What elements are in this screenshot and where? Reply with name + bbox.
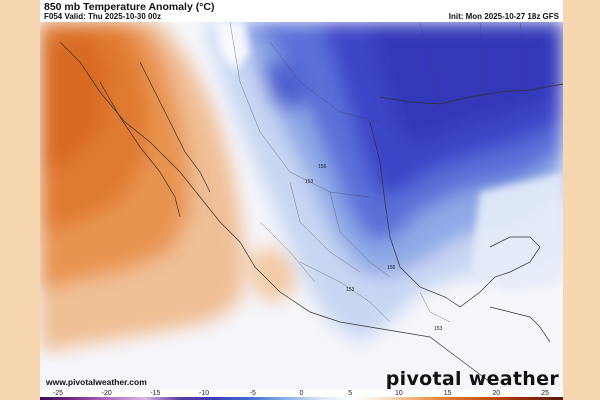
contour-label-153-a: 153 xyxy=(305,179,314,185)
anomaly-field: 156 153 156 153 153 xyxy=(40,22,563,390)
contour-label-153-b: 153 xyxy=(346,287,355,293)
map-title: 850 mb Temperature Anomaly (°C) xyxy=(44,1,215,13)
map-panel: 850 mb Temperature Anomaly (°C) F054 Val… xyxy=(40,0,563,400)
contour-label-156-a: 156 xyxy=(318,164,327,170)
anomaly-map: 156 153 156 153 153 www.pivotalweather.c… xyxy=(40,22,563,390)
contour-label-153-c: 153 xyxy=(434,326,443,332)
colorbar-tick-label: 25 xyxy=(541,390,549,397)
colorbar-tick-label: 20 xyxy=(492,390,501,397)
map-header: 850 mb Temperature Anomaly (°C) F054 Val… xyxy=(40,0,563,22)
state-borders xyxy=(229,22,526,323)
colorbar: -25 -20 -15 -10 -5 0 5 10 15 20 25 xyxy=(40,390,563,400)
colorbar-tick-label: 5 xyxy=(348,390,353,397)
colorbar-tick-label: -15 xyxy=(150,390,161,397)
colorbar-tick-label: -10 xyxy=(199,390,210,397)
brand-logo: pivotal weather xyxy=(385,368,559,390)
valid-time: F054 Valid: Thu 2025-10-30 00z xyxy=(44,12,161,21)
contour-label-156-b: 156 xyxy=(387,265,396,271)
colorbar-tick-label: -5 xyxy=(249,390,256,397)
coastlines xyxy=(59,41,563,383)
colorbar-tick-label: 10 xyxy=(394,390,403,397)
colorbar-tick-label: 0 xyxy=(299,390,304,397)
colorbar-strip xyxy=(40,397,563,400)
site-url: www.pivotalweather.com xyxy=(46,377,147,387)
init-time: Init: Mon 2025-10-27 18z GFS xyxy=(448,12,559,21)
colorbar-tick-label: 15 xyxy=(443,390,452,397)
warm-anomaly-region xyxy=(40,22,300,352)
colorbar-tick-label: -20 xyxy=(101,390,112,397)
colorbar-tick-label: -25 xyxy=(52,390,64,397)
